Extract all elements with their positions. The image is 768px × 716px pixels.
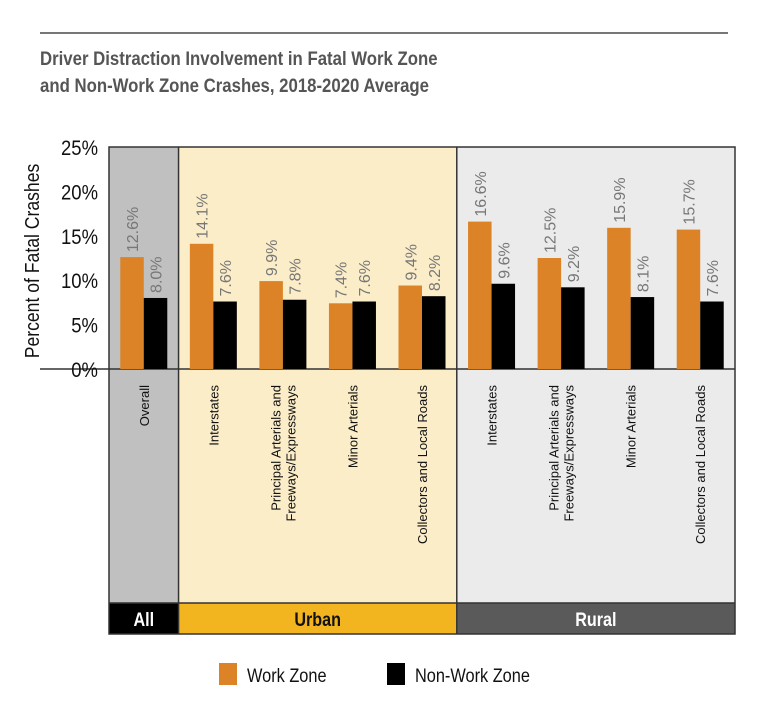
category-label-line: Minor Arterials xyxy=(624,385,639,469)
category-label: Principal Arterials andFreeways/Expressw… xyxy=(547,385,577,522)
non-work-zone-bar xyxy=(700,301,724,369)
group-label: All xyxy=(133,609,154,631)
chart-title-line-1: Driver Distraction Involvement in Fatal … xyxy=(40,48,438,70)
category-label: Minor Arterials xyxy=(345,385,360,469)
category-label: Collectors and Local Roads xyxy=(693,385,708,544)
y-tick-label: 20% xyxy=(61,181,98,204)
work-zone-bar xyxy=(537,258,562,369)
data-label: 9.6% xyxy=(496,242,513,278)
work-zone-bar xyxy=(189,243,214,369)
non-work-zone-bar xyxy=(352,301,376,369)
data-label: 7.6% xyxy=(218,260,235,296)
data-label: 7.4% xyxy=(334,262,351,298)
category-label: Overall xyxy=(137,385,152,426)
group-label: Rural xyxy=(575,609,616,631)
data-label: 9.9% xyxy=(264,240,281,276)
non-work-zone-bar xyxy=(282,299,307,369)
group-label: Urban xyxy=(294,609,341,631)
data-label: 12.6% xyxy=(125,207,142,252)
work-zone-bar xyxy=(676,229,701,369)
work-zone-bar xyxy=(328,303,353,369)
work-zone-bar xyxy=(120,257,144,369)
data-label: 16.6% xyxy=(473,171,490,216)
category-label: Minor Arterials xyxy=(624,385,639,469)
y-tick-label: 25% xyxy=(61,137,98,160)
category-label-line: Freeways/Expressways xyxy=(562,385,577,522)
legend-swatch-work-zone xyxy=(219,663,237,685)
non-work-zone-bar xyxy=(491,283,516,369)
chart-title-line-2: and Non-Work Zone Crashes, 2018-2020 Ave… xyxy=(40,75,429,97)
category-label-line: Collectors and Local Roads xyxy=(693,385,708,544)
category-label-line: Principal Arterials and xyxy=(547,385,562,511)
y-tick-label: 0% xyxy=(71,359,98,382)
data-label: 8.0% xyxy=(149,256,166,292)
data-label: 15.7% xyxy=(681,179,698,224)
group-band-all xyxy=(109,603,179,634)
category-label-line: Principal Arterials and xyxy=(268,385,283,511)
data-label: 8.2% xyxy=(427,255,444,291)
category-label-line: Freeways/Expressways xyxy=(283,385,298,522)
legend-label: Non-Work Zone xyxy=(415,665,530,686)
category-label-line: Collectors and Local Roads xyxy=(415,385,430,544)
non-work-zone-bar xyxy=(213,301,237,369)
chart-title: Driver Distraction Involvement in Fatal … xyxy=(40,46,438,100)
y-tick-label: 15% xyxy=(61,226,98,249)
category-label-line: Interstates xyxy=(206,385,221,446)
data-label: 8.1% xyxy=(635,256,652,292)
category-label-line: Overall xyxy=(137,385,152,426)
plot-frame xyxy=(108,146,736,635)
data-label: 15.9% xyxy=(612,177,629,222)
title-rule xyxy=(40,32,728,34)
non-work-zone-bar xyxy=(422,296,446,369)
data-label: 14.1% xyxy=(195,193,212,238)
category-label: Interstates xyxy=(206,385,221,446)
data-label: 12.5% xyxy=(542,208,559,253)
non-work-zone-bar xyxy=(630,297,655,369)
group-band-rural xyxy=(456,603,735,634)
non-work-zone-bar xyxy=(561,287,585,369)
group-background-urban xyxy=(178,147,457,603)
category-label: Collectors and Local Roads xyxy=(415,385,430,544)
category-label-line: Minor Arterials xyxy=(345,385,360,469)
group-background-all xyxy=(109,147,179,603)
data-label: 9.2% xyxy=(566,246,583,282)
legend-label: Work Zone xyxy=(247,665,327,686)
work-zone-bar xyxy=(607,227,631,369)
legend-swatch-non-work-zone xyxy=(387,663,405,685)
y-axis-label: Percent of Fatal Crashes xyxy=(21,164,43,359)
non-work-zone-bar xyxy=(143,297,168,369)
data-label: 7.6% xyxy=(705,260,722,296)
data-label: 9.4% xyxy=(403,244,420,280)
category-label: Interstates xyxy=(485,385,500,446)
work-zone-bar xyxy=(259,281,283,369)
y-tick-label: 5% xyxy=(71,315,98,338)
group-background-rural xyxy=(456,147,735,603)
work-zone-bar xyxy=(468,221,492,369)
data-label: 7.8% xyxy=(288,258,305,294)
category-label-line: Interstates xyxy=(485,385,500,446)
group-band-urban xyxy=(178,603,457,634)
data-label: 7.6% xyxy=(357,260,374,296)
category-label: Principal Arterials andFreeways/Expressw… xyxy=(268,385,298,522)
work-zone-bar xyxy=(398,285,422,369)
y-tick-label: 10% xyxy=(61,270,98,293)
